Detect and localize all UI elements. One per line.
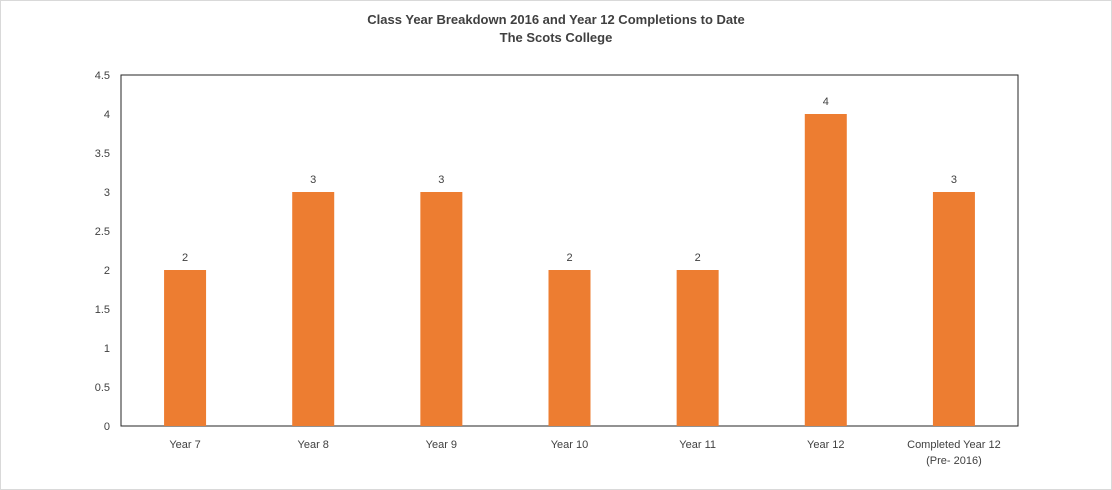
y-tick-label: 4 xyxy=(104,109,110,121)
x-tick-label: Year 9 xyxy=(426,439,457,451)
x-tick-label: Year 12 xyxy=(807,439,845,451)
x-tick-label: Year 7 xyxy=(169,439,200,451)
bar xyxy=(548,270,591,426)
chart-subtitle: The Scots College xyxy=(499,30,613,45)
y-tick-label: 1.5 xyxy=(95,304,110,316)
bar xyxy=(420,192,463,426)
x-tick-label: Completed Year 12 xyxy=(907,439,1001,451)
data-label: 2 xyxy=(695,252,701,264)
y-tick-label: 0.5 xyxy=(95,382,110,394)
data-label: 3 xyxy=(438,174,444,186)
x-tick-label: Year 10 xyxy=(551,439,589,451)
data-label: 2 xyxy=(182,252,188,264)
data-label: 2 xyxy=(566,252,572,264)
y-tick-label: 0 xyxy=(104,421,110,433)
bar xyxy=(804,114,847,426)
y-tick-label: 3 xyxy=(104,187,110,199)
x-tick-label: Year 11 xyxy=(679,439,716,451)
y-tick-label: 1 xyxy=(104,343,110,355)
y-tick-label: 3.5 xyxy=(95,148,110,160)
bar xyxy=(676,270,719,426)
data-label: 4 xyxy=(823,96,829,108)
data-label: 3 xyxy=(310,174,316,186)
y-tick-label: 4.5 xyxy=(95,70,110,82)
x-tick-label: Year 8 xyxy=(298,439,329,451)
bar xyxy=(164,270,207,426)
y-tick-label: 2.5 xyxy=(95,226,110,238)
data-label: 3 xyxy=(951,174,957,186)
bar xyxy=(932,192,975,426)
chart-title: Class Year Breakdown 2016 and Year 12 Co… xyxy=(367,12,745,27)
x-tick-label: (Pre- 2016) xyxy=(926,455,982,467)
bar xyxy=(292,192,335,426)
y-tick-label: 2 xyxy=(104,265,110,277)
